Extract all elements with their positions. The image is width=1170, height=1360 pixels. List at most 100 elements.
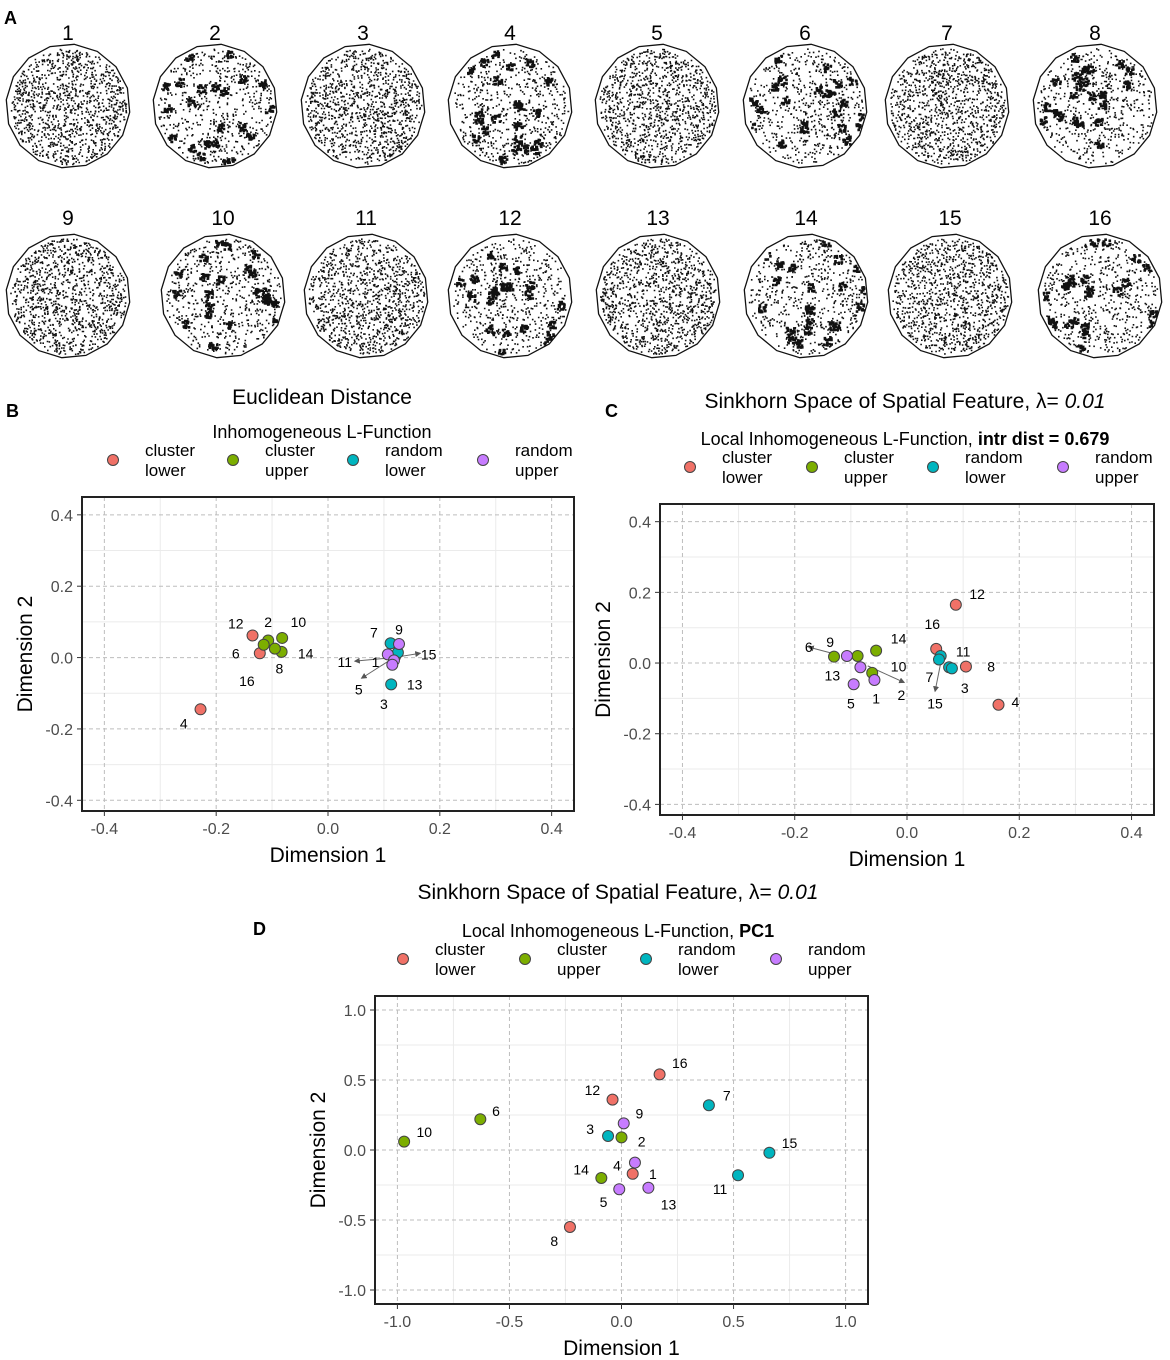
point-label: 16 <box>239 673 255 689</box>
legend-label: cluster <box>435 940 485 959</box>
point-label: 12 <box>228 616 244 632</box>
y-tick-label: -0.2 <box>623 727 651 744</box>
data-point <box>194 703 207 716</box>
pattern-label: 12 <box>498 207 521 230</box>
data-point <box>268 642 281 655</box>
point-label: 10 <box>417 1124 433 1140</box>
legend-label: lower <box>965 468 1006 487</box>
data-point <box>595 1172 608 1184</box>
pattern-label: 16 <box>1088 207 1111 230</box>
legend-label: random <box>1095 448 1153 467</box>
pattern-label: 7 <box>941 22 953 45</box>
pattern-points <box>305 48 423 165</box>
data-point <box>828 650 841 663</box>
legend-label: lower <box>145 461 186 480</box>
y-axis-label: Dimension 2 <box>307 1092 330 1209</box>
pattern-points <box>748 239 867 355</box>
pattern-points <box>890 48 1007 165</box>
pattern-label: 15 <box>938 207 961 230</box>
point-label: 2 <box>897 687 905 703</box>
y-tick-label: 0.0 <box>51 651 73 668</box>
pattern-points <box>10 48 128 166</box>
pattern-label: 2 <box>209 22 221 45</box>
pattern-points <box>158 48 276 166</box>
pattern-points <box>1037 48 1154 165</box>
legend-label: lower <box>435 960 476 979</box>
x-axis-label: Dimension 1 <box>849 848 966 871</box>
legend-label: random <box>808 940 866 959</box>
pattern-label: 13 <box>646 207 669 230</box>
pattern-window <box>300 43 426 169</box>
data-point <box>257 638 270 651</box>
data-point <box>628 1156 641 1169</box>
data-point <box>393 638 406 651</box>
pattern-points <box>599 48 717 166</box>
data-point <box>613 1183 626 1196</box>
pattern-points <box>308 238 426 355</box>
data-point <box>847 678 860 691</box>
y-tick-label: 0.4 <box>51 508 73 525</box>
panel-label: D <box>253 919 266 939</box>
y-tick-label: 0.4 <box>629 515 651 532</box>
pattern-label: 6 <box>799 22 811 45</box>
legend-label: cluster <box>844 448 894 467</box>
y-tick-label: 0.0 <box>629 656 651 673</box>
point-label: 14 <box>891 630 907 646</box>
y-tick-label: 0.2 <box>51 579 73 596</box>
legend-label: upper <box>557 960 601 979</box>
x-tick-label: 0.0 <box>610 1314 632 1331</box>
point-label: 14 <box>573 1162 589 1178</box>
legend-swatch <box>397 953 409 965</box>
legend-label: upper <box>844 468 888 487</box>
pattern-label: 4 <box>504 22 516 45</box>
pattern-label: 11 <box>355 207 377 230</box>
pattern-label: 3 <box>357 22 369 45</box>
chart-subtitle: Local Inhomogeneous L-Function, PC1 <box>462 921 774 941</box>
pattern-window <box>447 43 573 169</box>
data-point <box>398 1135 411 1148</box>
y-tick-label: 0.2 <box>629 585 651 602</box>
point-label: 13 <box>825 667 841 683</box>
y-tick-label: -0.4 <box>623 797 651 814</box>
legend-label: random <box>515 441 573 460</box>
data-point <box>763 1146 776 1159</box>
pattern-points <box>166 238 282 355</box>
point-label: 13 <box>407 676 423 692</box>
data-point <box>626 1167 639 1180</box>
pattern-points <box>454 49 570 166</box>
y-tick-label: -0.4 <box>45 793 73 810</box>
pattern-window <box>160 233 286 359</box>
legend-label: upper <box>1095 468 1139 487</box>
legend-swatch <box>477 454 489 466</box>
pattern-window <box>1032 43 1158 169</box>
point-label: 5 <box>355 682 363 698</box>
legend-swatch <box>684 461 696 473</box>
data-point <box>385 678 398 691</box>
y-axis-label: Dimension 2 <box>592 601 615 718</box>
y-axis-label: Dimension 2 <box>14 596 37 713</box>
legend-label: lower <box>385 461 426 480</box>
y-tick-label: 0.0 <box>344 1143 366 1160</box>
x-tick-label: -0.5 <box>496 1314 524 1331</box>
data-point <box>949 598 962 611</box>
data-point <box>945 662 958 675</box>
y-tick-label: 0.5 <box>344 1073 366 1090</box>
point-label: 2 <box>638 1134 646 1150</box>
pattern-window <box>152 43 278 169</box>
y-tick-label: -0.5 <box>338 1213 366 1230</box>
x-axis-label: Dimension 1 <box>563 1337 680 1360</box>
point-pattern-grid: 1 2 3 4 5 6 7 89 10 11 12 13 14 15 16 <box>5 22 1163 359</box>
point-label: 11 <box>956 644 971 660</box>
x-tick-label: -0.2 <box>781 825 809 842</box>
legend-label: upper <box>265 461 309 480</box>
point-label: 12 <box>969 586 985 602</box>
point-label: 9 <box>395 622 403 638</box>
pattern-label: 5 <box>651 22 663 45</box>
point-label: 5 <box>600 1194 608 1210</box>
data-point <box>246 629 259 642</box>
y-tick-label: 1.0 <box>344 1003 366 1020</box>
point-label: 3 <box>961 680 969 696</box>
point-label: 4 <box>1011 694 1019 710</box>
chart-subtitle: Local Inhomogeneous L-Function, intr dis… <box>701 429 1110 449</box>
